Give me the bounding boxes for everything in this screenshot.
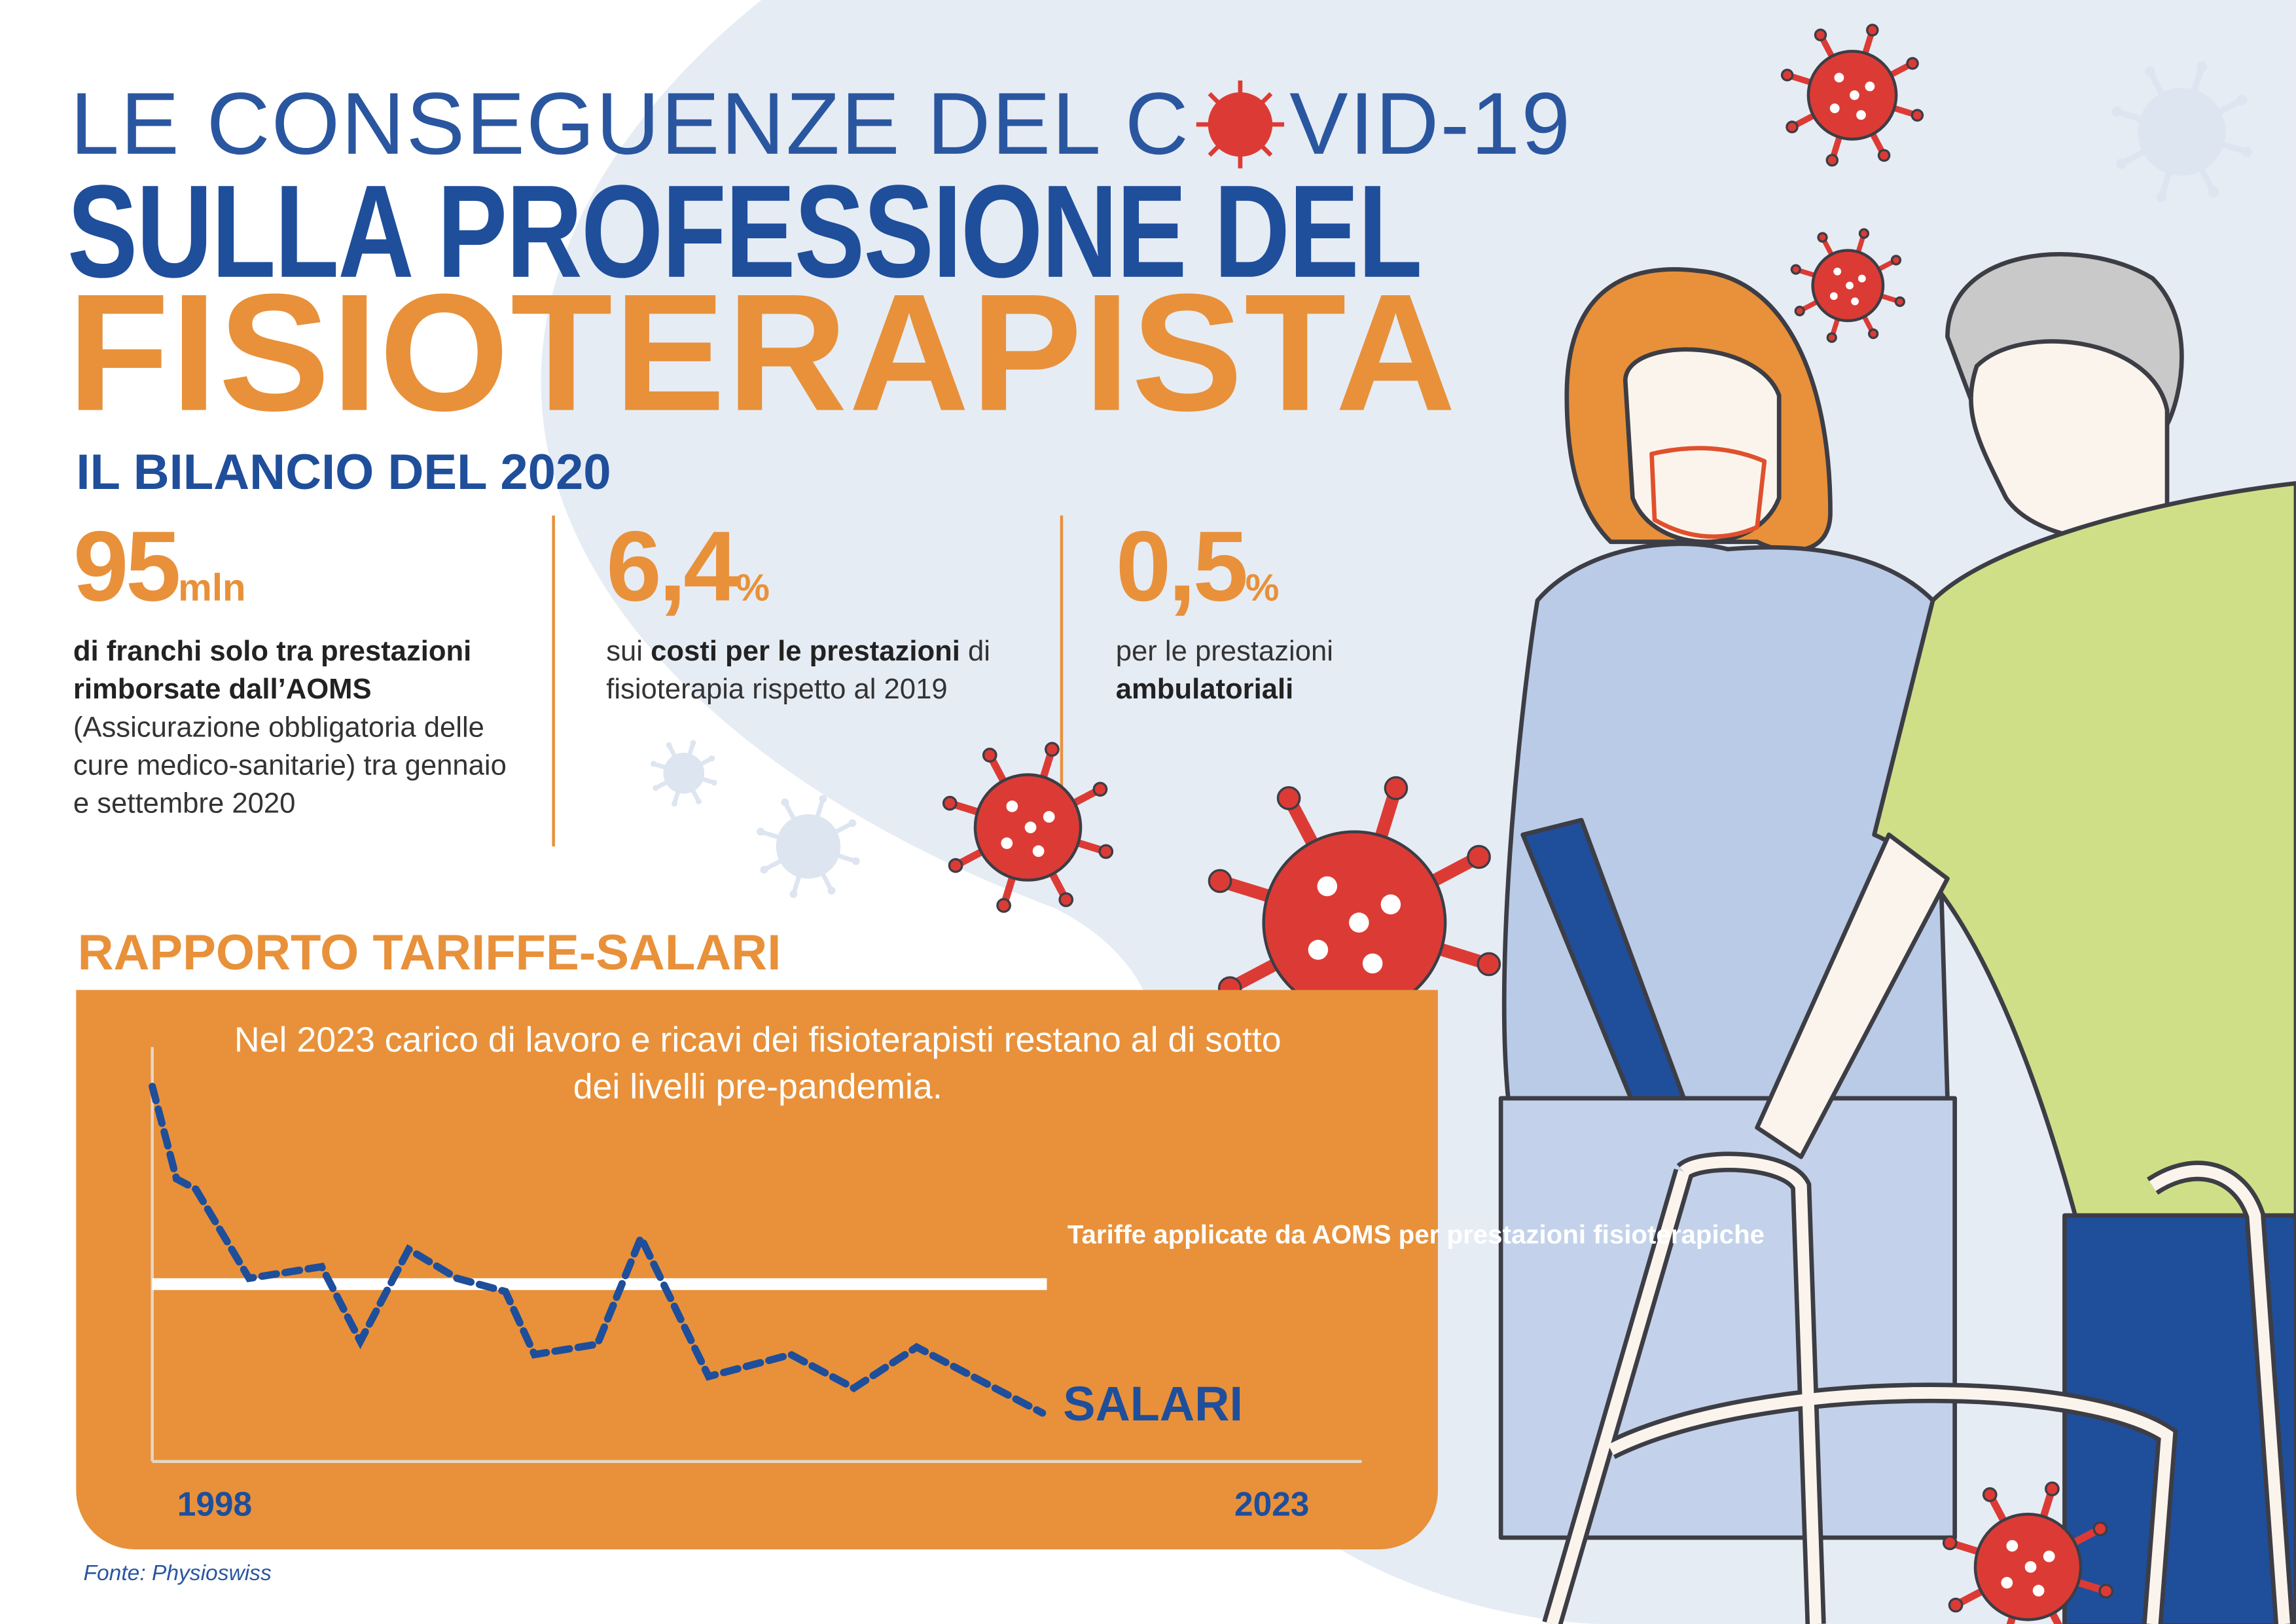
salari-line	[152, 1087, 1043, 1413]
x-tick-2023: 2023	[1234, 1485, 1309, 1525]
salari-label: SALARI	[1063, 1377, 1243, 1432]
source-note: Fonte: Physioswiss	[84, 1561, 272, 1586]
salari-chart	[0, 0, 1464, 1567]
tariffe-label: Tariffe applicate da AOMS per prestazion…	[1067, 1218, 1765, 1250]
x-tick-1998: 1998	[177, 1485, 252, 1525]
illustration	[1464, 220, 2296, 1624]
